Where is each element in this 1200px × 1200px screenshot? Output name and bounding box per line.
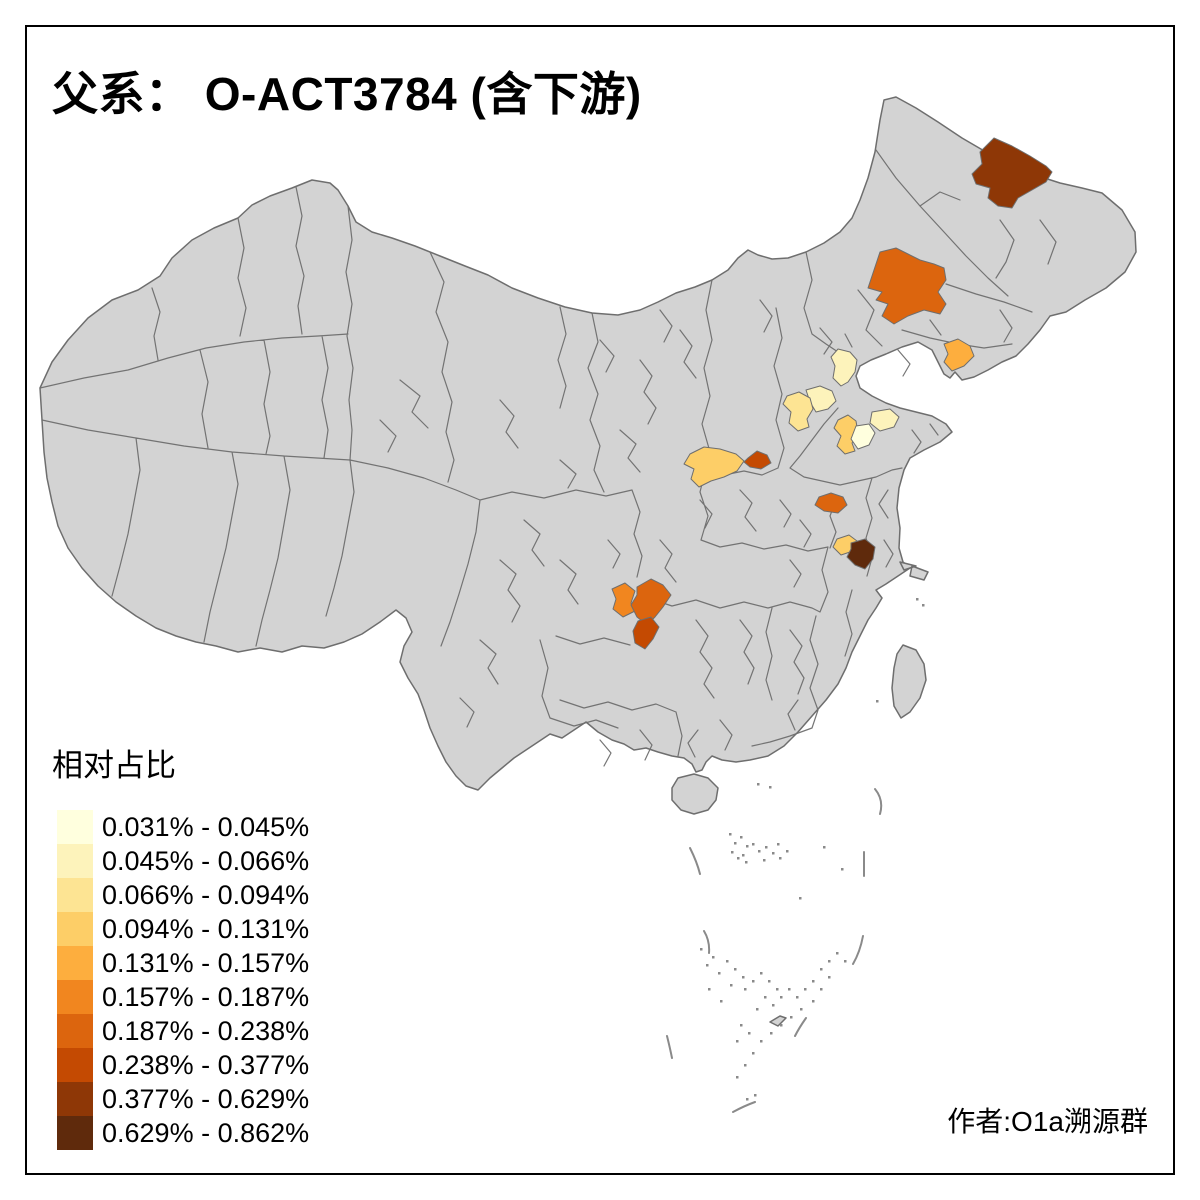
region-shandong-west (833, 414, 859, 455)
south-china-sea-islands (700, 598, 925, 1101)
china-mainland (39, 96, 1137, 791)
legend-swatch (57, 1048, 93, 1082)
legend-item: 0.045% - 0.066% (52, 844, 309, 878)
legend-item: 0.094% - 0.131% (52, 912, 309, 946)
hainan-island (671, 773, 719, 815)
legend-item-label: 0.131% - 0.157% (102, 947, 310, 978)
region-shaanxi-central (683, 446, 745, 488)
legend-title: 相对占比 (52, 748, 176, 783)
legend-swatch (57, 844, 93, 878)
region-shandong-central (850, 423, 876, 450)
legend-item-label: 0.031% - 0.045% (102, 811, 310, 842)
author-credit: 作者:O1a溯源群 (947, 1106, 1148, 1137)
legend-item: 0.238% - 0.377% (52, 1048, 309, 1082)
legend-swatch (57, 1014, 93, 1048)
legend-rows: 0.031% - 0.045% 0.045% - 0.066% 0.066% -… (52, 810, 309, 1150)
region-henan-southeast (814, 492, 848, 514)
legend-item: 0.066% - 0.094% (52, 878, 309, 912)
legend-item-label: 0.377% - 0.629% (102, 1083, 310, 1114)
legend-swatch (57, 810, 93, 844)
region-guizhou-north (632, 616, 660, 650)
legend-item-label: 0.094% - 0.131% (102, 913, 310, 944)
legend-item-label: 0.157% - 0.187% (102, 981, 310, 1012)
region-northeast-heilongjiang (971, 137, 1053, 209)
legend-item: 0.031% - 0.045% (52, 810, 309, 844)
legend-item-label: 0.187% - 0.238% (102, 1015, 310, 1046)
region-hebei-southwest (782, 391, 814, 432)
legend-item-label: 0.045% - 0.066% (102, 845, 310, 876)
region-tianjin (830, 348, 858, 387)
region-chongqing-main (630, 578, 672, 626)
legend-swatch (57, 1116, 93, 1150)
shanghai-coastal-islands (769, 561, 929, 1027)
legend-swatch (57, 980, 93, 1014)
legend-item: 0.131% - 0.157% (52, 946, 309, 980)
legend-swatch (57, 878, 93, 912)
legend-item-label: 0.066% - 0.094% (102, 879, 310, 910)
legend-item: 0.157% - 0.187% (52, 980, 309, 1014)
nine-dash-line (666, 788, 883, 1113)
legend-item: 0.629% - 0.862% (52, 1116, 309, 1150)
region-shanxi-southwest (743, 450, 772, 470)
legend-swatch (57, 1082, 93, 1116)
legend-item: 0.377% - 0.629% (52, 1082, 309, 1116)
page-title: 父系： O-ACT3784 (含下游) (52, 68, 642, 120)
taiwan-island (891, 644, 927, 719)
legend: 相对占比 0.031% - 0.045% 0.045% - 0.066% 0.0… (52, 740, 309, 1150)
region-liaoning-dalian (943, 338, 975, 372)
province-borders (39, 149, 1057, 767)
legend-swatch (57, 946, 93, 980)
legend-item-label: 0.238% - 0.377% (102, 1049, 310, 1080)
region-northeast-jilin-west (867, 247, 947, 325)
legend-swatch (57, 912, 93, 946)
region-anhui-east (846, 538, 876, 570)
region-shandong-north (869, 408, 900, 432)
legend-item-label: 0.629% - 0.862% (102, 1117, 310, 1148)
legend-item: 0.187% - 0.238% (52, 1014, 309, 1048)
